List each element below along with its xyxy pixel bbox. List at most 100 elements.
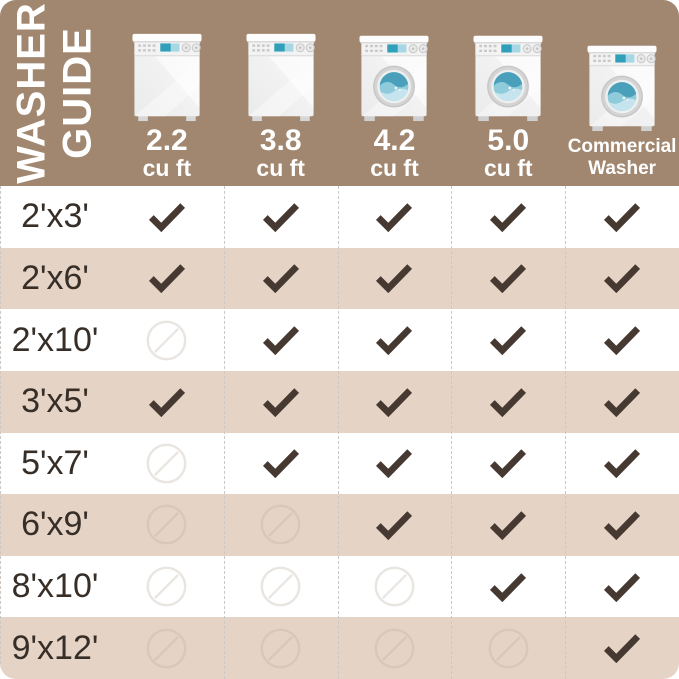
check-icon (375, 202, 413, 232)
no-fit-icon (145, 503, 188, 546)
check-icon (489, 387, 527, 417)
washer-column-label: Commercial Washer (568, 136, 677, 180)
washer-capacity: 2.2 (146, 124, 188, 157)
compatibility-cell (110, 387, 224, 417)
compatibility-cell (451, 387, 565, 417)
check-icon (603, 325, 641, 356)
rug-size-label: 2'x6' (21, 258, 89, 297)
compatibility-cell (451, 510, 565, 541)
compatibility-cell (338, 510, 452, 541)
compatibility-cell (110, 263, 224, 294)
compatibility-cell (451, 627, 565, 670)
washer-column-header: 3.8 cu ft (224, 0, 338, 186)
compatibility-cell (565, 448, 679, 479)
table-row: 3'x5' (0, 370, 679, 433)
no-fit-icon (259, 503, 302, 546)
washer-column-header: 5.0 cu ft (451, 0, 565, 186)
title-block: WASHER GUIDE (0, 0, 110, 186)
check-icon (489, 325, 527, 356)
page-title-line1: WASHER (9, 2, 54, 184)
washer-capacity: 4.2 (373, 124, 416, 157)
top-load-washer-icon (121, 26, 213, 126)
no-fit-icon (487, 627, 530, 670)
compatibility-cell (224, 448, 338, 479)
check-icon (375, 510, 413, 541)
rug-size-label: 8'x10' (11, 567, 99, 606)
compatibility-cell (110, 319, 224, 362)
washer-columns: 2.2 cu ft 3.8 cu ft (110, 0, 679, 186)
check-icon (262, 448, 300, 479)
compatibility-cell (565, 263, 679, 294)
rug-size-label: 5'x7' (21, 443, 89, 482)
front-load-washer-icon (348, 26, 440, 126)
compatibility-cell (565, 633, 679, 664)
washer-capacity: 3.8 (259, 124, 302, 157)
check-icon (375, 387, 413, 417)
check-icon (603, 387, 641, 417)
compatibility-cell (451, 448, 565, 479)
check-icon (262, 325, 300, 356)
compatibility-cell (338, 263, 452, 294)
check-icon (489, 202, 527, 232)
rug-size-label: 3'x5' (21, 382, 89, 421)
check-icon (489, 510, 527, 541)
check-icon (148, 202, 186, 232)
no-fit-icon (259, 565, 302, 608)
rug-size-label: 2'x3' (21, 197, 89, 236)
compatibility-cell (565, 325, 679, 356)
page-title-line2: GUIDE (55, 27, 99, 159)
compatibility-cell (224, 387, 338, 417)
check-icon (489, 263, 527, 294)
check-icon (603, 633, 641, 664)
rug-size-label: 2'x10' (11, 320, 99, 359)
check-icon (148, 387, 186, 417)
check-icon (603, 448, 641, 479)
no-fit-icon (145, 442, 188, 485)
check-icon (603, 572, 641, 602)
compatibility-cell (565, 510, 679, 541)
check-icon (375, 263, 413, 294)
check-icon (603, 202, 641, 232)
washer-capacity-unit: Washer (588, 158, 657, 180)
compatibility-cell (338, 387, 452, 417)
compatibility-cell (224, 325, 338, 356)
no-fit-icon (145, 319, 188, 362)
washer-column-label: 3.8 cu ft (256, 126, 305, 180)
compatibility-cell (224, 565, 338, 608)
check-icon (262, 202, 300, 232)
rug-size-label: 9'x12' (11, 628, 99, 667)
washer-column-label: 4.2 cu ft (370, 126, 419, 180)
header: WASHER GUIDE 2.2 cu ft (0, 0, 679, 186)
compatibility-cell (224, 503, 338, 546)
washer-capacity-unit: cu ft (370, 155, 419, 181)
check-icon (148, 263, 186, 294)
check-icon (489, 448, 527, 479)
washer-column-header: 4.2 cu ft (338, 0, 452, 186)
compatibility-cell (224, 263, 338, 294)
top-load-washer-icon (235, 26, 327, 126)
washer-capacity: Commercial (567, 136, 677, 158)
compatibility-cell (565, 572, 679, 602)
washer-capacity: 5.0 (487, 124, 530, 157)
washer-column-header: Commercial Washer (565, 0, 679, 186)
front-load-washer-icon (462, 26, 554, 126)
table-row: 5'x7' (0, 432, 679, 495)
compatibility-cell (338, 565, 452, 608)
table-row: 8'x10' (0, 555, 679, 618)
table-row: 6'x9' (0, 494, 679, 556)
washer-capacity-unit: cu ft (484, 155, 533, 181)
compatibility-cell (110, 202, 224, 232)
no-fit-icon (145, 627, 188, 670)
check-icon (375, 448, 413, 479)
no-fit-icon (259, 627, 302, 670)
table-row: 2'x3' (0, 186, 679, 248)
rug-size-label: 6'x9' (21, 505, 89, 544)
compatibility-cell (338, 202, 452, 232)
washer-column-header: 2.2 cu ft (110, 0, 224, 186)
check-icon (262, 387, 300, 417)
compatibility-cell (565, 387, 679, 417)
check-icon (603, 263, 641, 294)
check-icon (375, 325, 413, 356)
table-row: 2'x6' (0, 247, 679, 310)
